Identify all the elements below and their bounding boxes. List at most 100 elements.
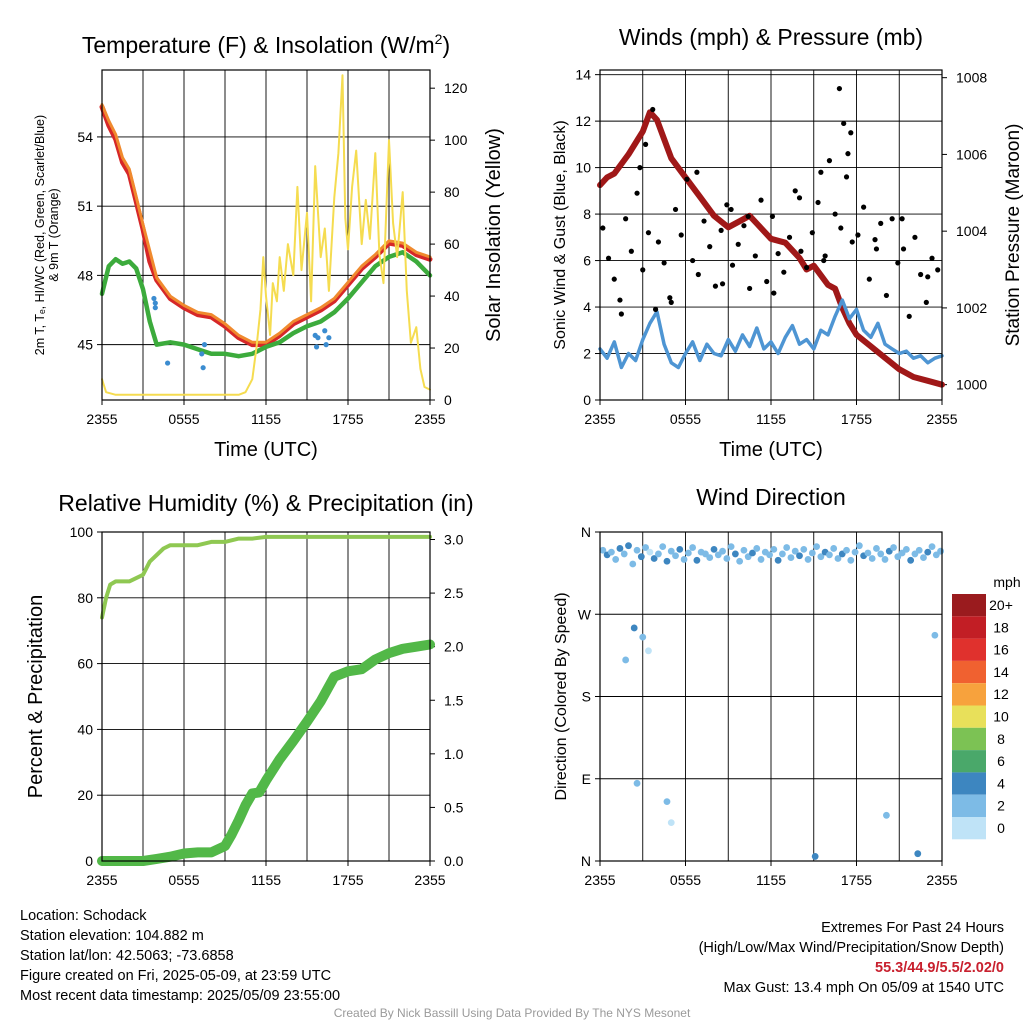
direction-point	[804, 556, 812, 563]
direction-point	[877, 550, 885, 558]
gust-point	[634, 190, 640, 196]
colorbar-label: 10	[993, 709, 1009, 725]
gust-point	[640, 267, 646, 273]
y-tick-label: 0	[85, 853, 93, 869]
colorbar-swatch	[952, 705, 986, 728]
gust-point	[752, 253, 758, 259]
y-tick-label: 8	[583, 206, 591, 222]
direction-point	[625, 542, 632, 550]
gust-point	[841, 120, 847, 127]
x-tick-label: 1155	[251, 872, 281, 888]
chart-title: Wind Direction	[696, 484, 846, 510]
y-tick-label: 2	[583, 346, 591, 362]
plot-frame	[599, 531, 943, 862]
gust-point	[719, 281, 726, 287]
gust-point	[878, 220, 884, 226]
y-tick-label: 100	[70, 524, 94, 540]
y-tick-label: 14	[575, 67, 591, 83]
gust-point	[668, 299, 674, 305]
direction-point	[639, 633, 647, 641]
gust-point	[889, 216, 895, 222]
direction-point	[902, 545, 910, 553]
windchill-point	[152, 305, 158, 311]
winds-panel: Winds (mph) & Pressure (mb) 0 2 4 6 8 10 12 14 10…	[552, 24, 1024, 461]
colorbar-swatch	[952, 794, 986, 817]
x-tick-label: 2355	[584, 872, 615, 888]
direction-point	[915, 546, 923, 554]
station-info: Location: Schodack Station elevation: 10…	[20, 906, 340, 1006]
direction-point	[599, 546, 607, 554]
direction-point	[808, 549, 816, 557]
direction-point	[811, 853, 819, 860]
y2-axis-label: Station Pressure (Maroon)	[1003, 124, 1024, 347]
gust-point	[611, 276, 617, 282]
direction-point	[817, 553, 825, 561]
gust-point	[605, 255, 612, 261]
direction-point	[736, 557, 744, 565]
gust-point	[655, 239, 662, 245]
gust-point	[701, 218, 707, 224]
gust-point	[747, 285, 753, 292]
gust-point	[906, 313, 912, 319]
y2-tick-label: 0	[444, 392, 452, 408]
x-tick-label: 1755	[841, 872, 872, 888]
gust-point	[883, 292, 890, 299]
gust-point	[848, 130, 854, 136]
y-tick-label: 51	[77, 198, 93, 214]
gust-point	[771, 290, 777, 296]
y2-tick-label: 1006	[956, 146, 987, 162]
x-tick-label: 2355	[584, 411, 615, 427]
direction-point	[645, 647, 652, 655]
gust-point	[815, 199, 821, 206]
gust-point	[745, 213, 751, 220]
gust-point	[667, 295, 673, 301]
colorbar-label: 2	[997, 798, 1005, 814]
gust-point	[809, 230, 815, 236]
station-elevation: Station elevation: 104.882 m	[20, 928, 204, 944]
gust-point	[652, 306, 659, 312]
y-axis-label: Direction (Colored By Speed)	[553, 592, 570, 800]
extremes-info: Extremes For Past 24 Hours (High/Low/Max…	[699, 918, 1004, 998]
y-tick-label: 60	[77, 656, 93, 672]
y2-tick-label: 0.0	[444, 853, 464, 869]
gust-point	[798, 248, 804, 254]
x-tick-label: 1755	[332, 872, 363, 888]
x-tick-label: 2355	[86, 411, 117, 427]
direction-point	[731, 550, 739, 558]
temp9m-series-line	[100, 103, 432, 344]
direction-point	[659, 543, 667, 551]
gust-point	[935, 267, 941, 273]
gust-point	[735, 241, 741, 247]
gust-point	[650, 106, 656, 113]
direction-point	[727, 543, 735, 551]
gust-point	[912, 234, 918, 240]
colorbar-label: 18	[993, 619, 1009, 635]
station-latlon: Station lat/lon: 42.5063; -73.6858	[20, 948, 234, 964]
humidity-panel: Relative Humidity (%) & Precipitation (i…	[25, 490, 474, 888]
gust-point	[804, 264, 810, 271]
direction-point	[890, 544, 897, 551]
direction-point	[633, 546, 641, 554]
direction-point	[667, 547, 675, 555]
y-tick-label: 12	[575, 113, 591, 129]
windchill-point	[165, 360, 171, 366]
x-tick-label: 0555	[670, 872, 701, 888]
credit-line: Created By Nick Bassill Using Data Provi…	[333, 1006, 691, 1020]
y-tick-label: W	[578, 606, 592, 622]
windchill-point	[326, 335, 332, 341]
gust-point	[845, 151, 851, 157]
precip-series-line	[97, 639, 435, 866]
direction-point	[847, 556, 855, 564]
gust-point	[836, 85, 843, 92]
gust-point	[729, 262, 736, 268]
direction-point	[663, 557, 671, 565]
gust-point	[617, 297, 623, 303]
direction-point	[813, 543, 820, 551]
rh-series-line	[100, 534, 432, 620]
direction-point	[706, 554, 714, 561]
gust-point	[764, 278, 770, 285]
x-axis-label: Time (UTC)	[719, 439, 823, 461]
x-tick-label: 1155	[251, 411, 281, 427]
y-axis-label: Percent & Precipitation	[25, 595, 47, 798]
direction-point	[914, 850, 922, 858]
